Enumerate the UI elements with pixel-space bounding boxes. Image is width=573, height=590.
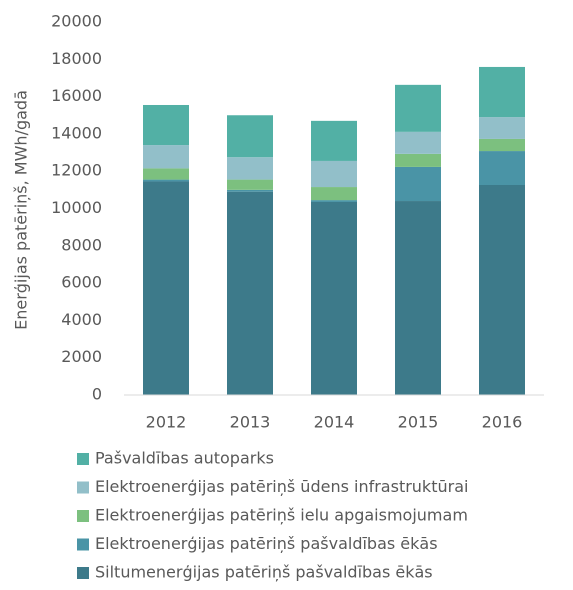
bar-segment bbox=[227, 191, 273, 395]
y-tick-label: 14000 bbox=[51, 123, 102, 142]
bar-segment bbox=[479, 185, 525, 395]
bar-segment bbox=[227, 115, 273, 158]
y-axis-label: Enerģijas patēriņš, MWh/gadā bbox=[12, 90, 31, 330]
bar-segment bbox=[479, 117, 525, 139]
bar-segment bbox=[143, 181, 189, 395]
legend-label: Elektroenerģijas patēriņš pašvaldības ēk… bbox=[95, 534, 438, 553]
y-tick-label: 12000 bbox=[51, 161, 102, 180]
x-tick-label: 2015 bbox=[398, 413, 439, 432]
bar-segment bbox=[311, 187, 357, 201]
bar-segment bbox=[311, 201, 357, 395]
bar-segment bbox=[395, 84, 441, 132]
x-tick-label: 2014 bbox=[314, 413, 355, 432]
y-tick-label: 0 bbox=[92, 385, 102, 404]
y-tick-label: 18000 bbox=[51, 49, 102, 68]
y-tick-label: 16000 bbox=[51, 86, 102, 105]
legend-swatch bbox=[77, 538, 89, 551]
y-tick-label: 4000 bbox=[61, 310, 102, 329]
bar-segment bbox=[395, 201, 441, 395]
legend-label: Siltumenerģijas patēriņš pašvaldības ēkā… bbox=[95, 563, 433, 582]
bar-segment bbox=[227, 157, 273, 180]
bar-segment bbox=[395, 153, 441, 167]
x-tick-label: 2016 bbox=[482, 413, 523, 432]
legend-swatch bbox=[77, 510, 89, 522]
bar-segment bbox=[395, 166, 441, 202]
bar-segment bbox=[311, 200, 357, 202]
y-tick-label: 8000 bbox=[61, 235, 102, 254]
legend-swatch bbox=[77, 567, 89, 579]
bar-segment bbox=[479, 66, 525, 118]
x-tick-label: 2013 bbox=[230, 413, 271, 432]
bar-segment bbox=[311, 160, 357, 188]
bar-segment bbox=[227, 189, 273, 192]
legend-label: Elektroenerģijas patēriņš ielu apgaismoj… bbox=[95, 506, 468, 525]
legend-swatch bbox=[77, 481, 89, 494]
bar-segment bbox=[311, 120, 357, 161]
bar-segment bbox=[143, 179, 189, 182]
bar-segment bbox=[395, 131, 441, 154]
bar-segment bbox=[143, 168, 189, 180]
bar-segment bbox=[143, 145, 189, 169]
bar-segment bbox=[479, 151, 525, 186]
y-tick-label: 2000 bbox=[61, 347, 102, 366]
legend-swatch bbox=[77, 453, 89, 465]
y-tick-label: 20000 bbox=[51, 12, 102, 31]
bar-segment bbox=[479, 138, 525, 152]
y-tick-label: 10000 bbox=[51, 198, 102, 217]
bar-segment bbox=[143, 104, 189, 146]
legend-label: Elektroenerģijas patēriņš ūdens infrastr… bbox=[95, 477, 468, 496]
x-tick-label: 2012 bbox=[146, 413, 187, 432]
y-tick-label: 6000 bbox=[61, 273, 102, 292]
legend-label: Pašvaldības autoparks bbox=[95, 449, 274, 468]
bar-segment bbox=[227, 179, 273, 190]
